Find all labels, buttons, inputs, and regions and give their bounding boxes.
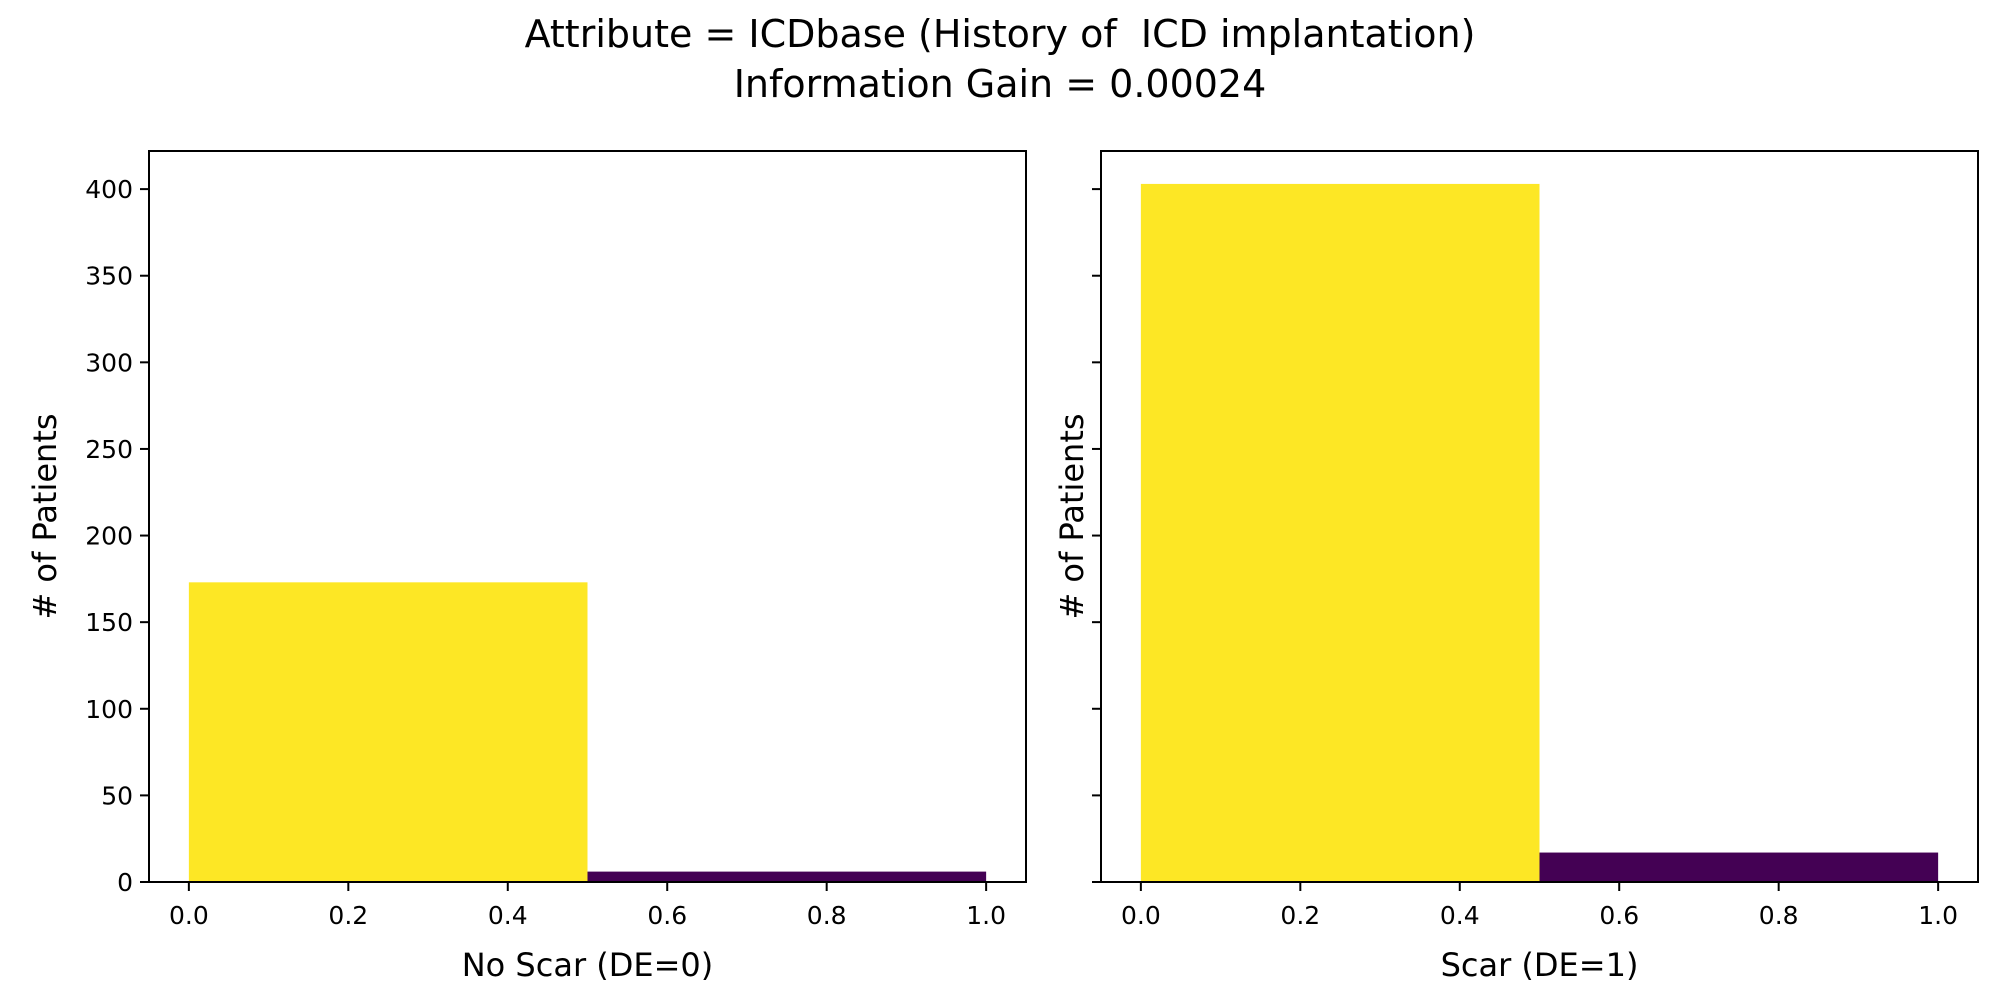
axes-frame (148, 150, 1027, 883)
y-axis-label: # of Patients (26, 413, 64, 619)
chart-panel-1: 0.0 0.2 0.4 0.6 0.8 1.0 0 50 100 150 200 250 300 350 4… (26, 150, 1027, 984)
bar-2 (587, 871, 987, 882)
bar-1 (188, 582, 588, 882)
y-tick-label: 200 (85, 522, 133, 551)
x-tick-label: 0.2 (1280, 901, 1320, 930)
x-tick-label: 1.0 (966, 901, 1006, 930)
x-tick-label: 0.4 (1440, 901, 1480, 930)
x-tick-label: 0.0 (1121, 901, 1161, 930)
x-axis-label: No Scar (DE=0) (462, 946, 714, 984)
bar-1 (1140, 183, 1540, 882)
y-tick-label: 350 (85, 262, 133, 291)
x-tick-label: 1.0 (1918, 901, 1958, 930)
x-tick-label: 0.8 (807, 901, 847, 930)
x-tick-label: 0.0 (169, 901, 209, 930)
bar-2 (1539, 852, 1939, 882)
x-axis-label: Scar (DE=1) (1441, 946, 1639, 984)
y-tick-label: 250 (85, 435, 133, 464)
chart-panel-2: 0.0 0.2 0.4 0.6 0.8 1.0 Scar (DE=1) # of Patien… (1053, 150, 1979, 984)
x-tick-label: 0.4 (488, 901, 528, 930)
x-tick-label: 0.2 (328, 901, 368, 930)
axes-frame (1100, 150, 1979, 883)
y-tick-label: 100 (85, 695, 133, 724)
y-tick-label: 0 (117, 868, 133, 897)
y-tick-label: 400 (85, 175, 133, 204)
figure-title: Attribute = ICDbase (History of ICD impl… (524, 12, 1476, 56)
x-tick-label: 0.6 (647, 901, 687, 930)
y-tick-label: 300 (85, 348, 133, 377)
x-tick-label: 0.8 (1759, 901, 1799, 930)
x-tick-label: 0.6 (1599, 901, 1639, 930)
y-tick-label: 50 (101, 781, 133, 810)
y-tick-label: 150 (85, 608, 133, 637)
figure-subtitle: Information Gain = 0.00024 (733, 62, 1267, 106)
y-axis-label: # of Patients (1053, 413, 1091, 619)
